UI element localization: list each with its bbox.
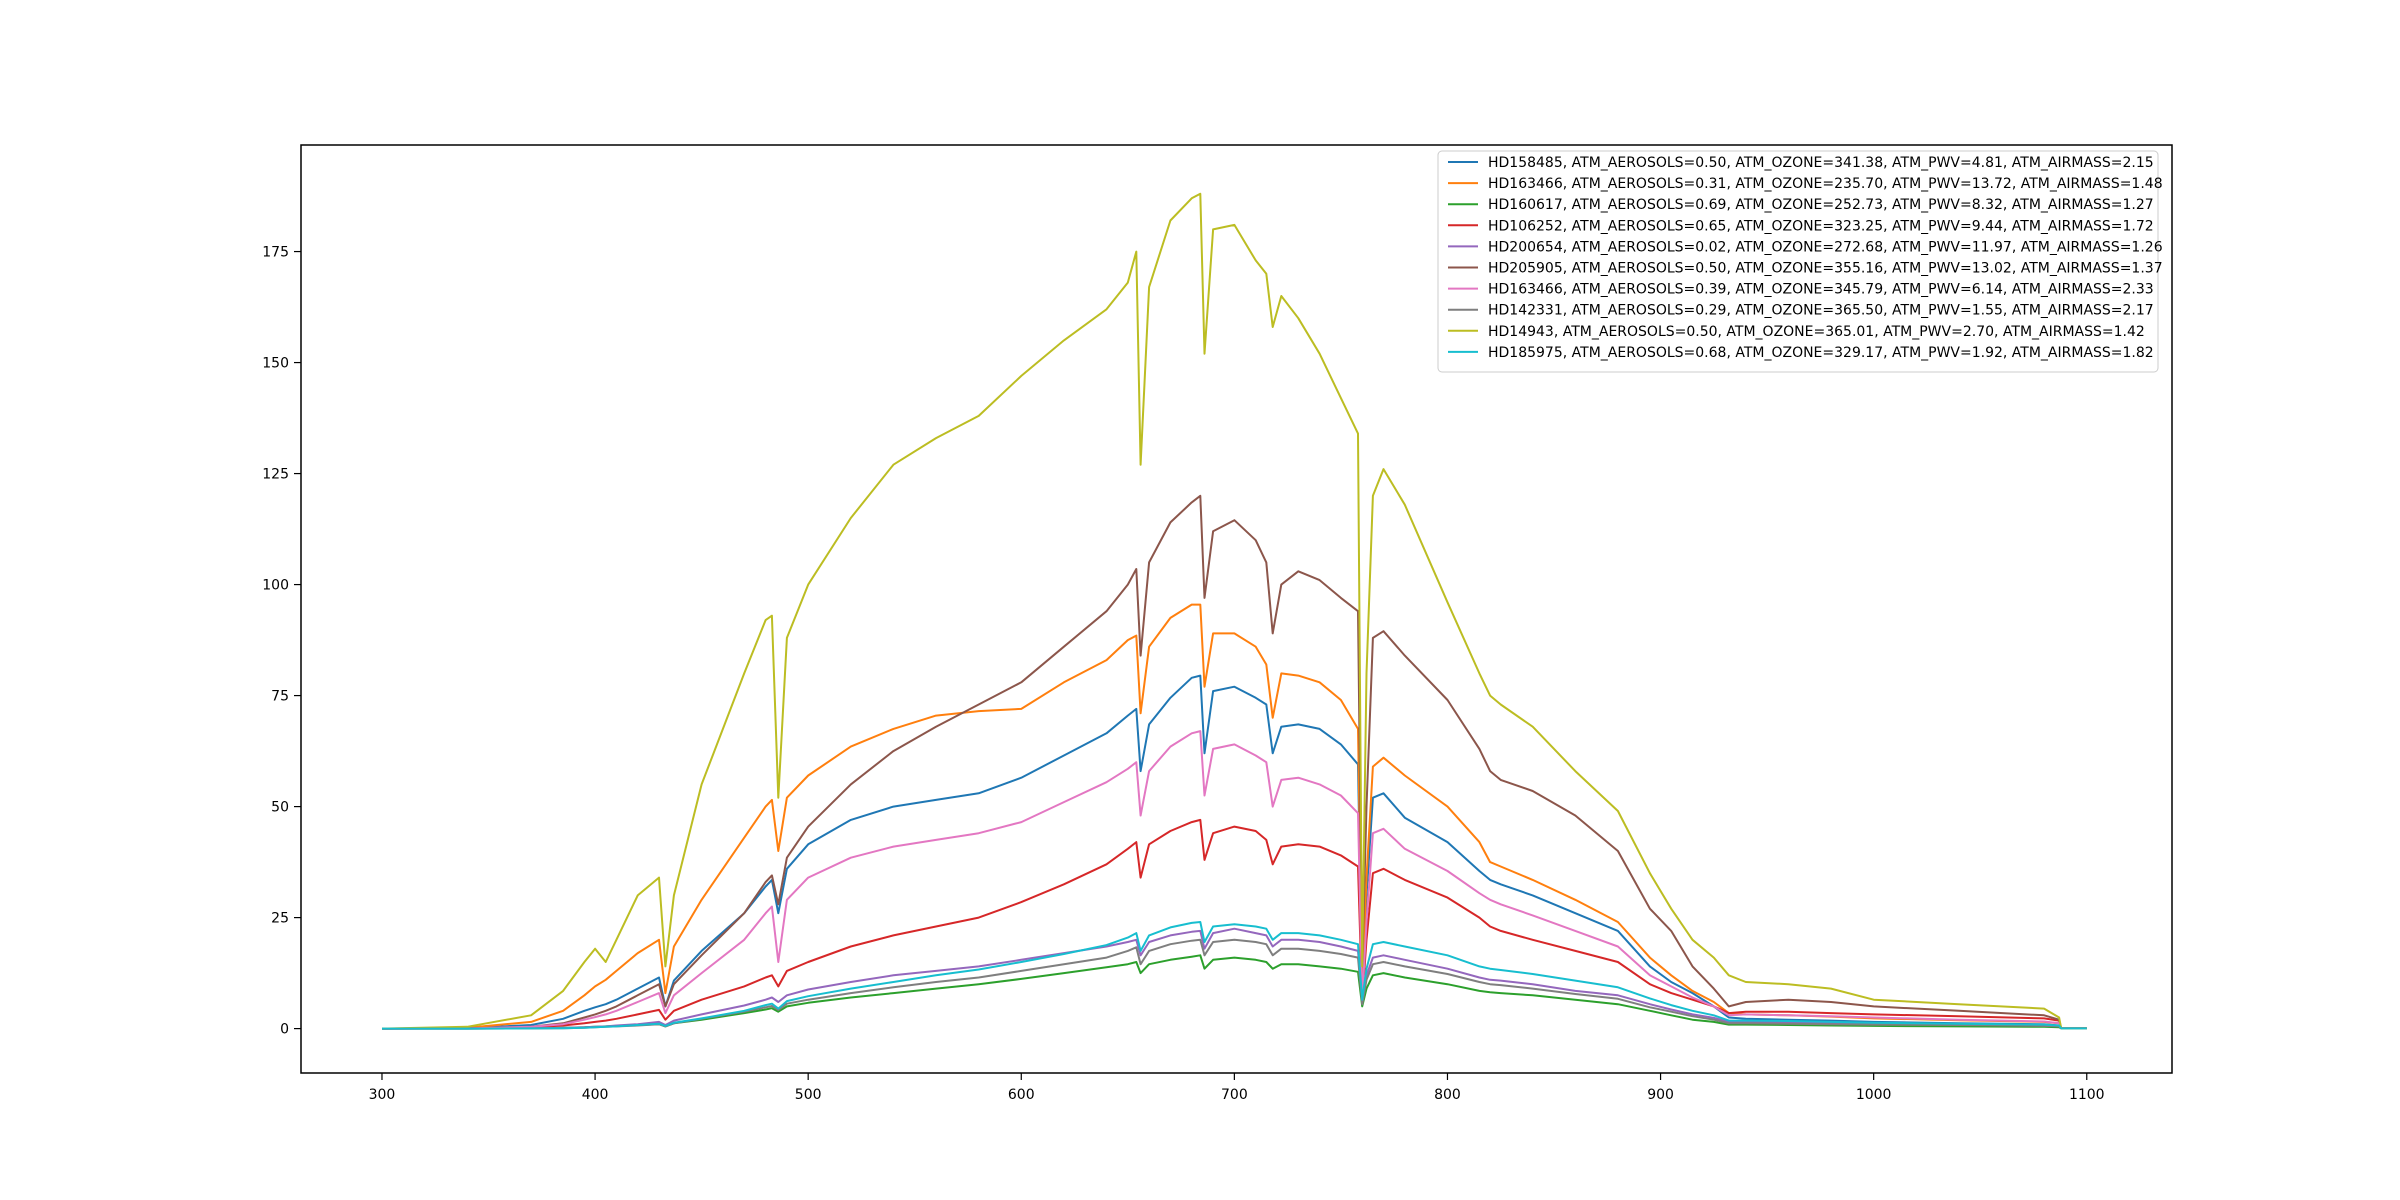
legend-label: HD106252, ATM_AEROSOLS=0.65, ATM_OZONE=3… (1488, 218, 2154, 234)
series-line-8 (381, 192, 2087, 1030)
x-tick-label: 500 (795, 1087, 822, 1103)
series-line-9 (382, 921, 2087, 1030)
legend-label: HD185975, ATM_AEROSOLS=0.68, ATM_OZONE=3… (1488, 345, 2154, 361)
legend-label: HD142331, ATM_AEROSOLS=0.29, ATM_OZONE=3… (1488, 303, 2154, 319)
x-axis: 300 400 500 600 700 800 900 1000 1100 (369, 1073, 2105, 1103)
series-line-6 (381, 730, 2087, 1030)
x-tick-label: 300 (369, 1087, 396, 1103)
series-line-2 (382, 954, 2087, 1030)
y-tick-label: 75 (271, 689, 289, 705)
y-tick-label: 150 (262, 356, 289, 372)
x-tick-label: 1100 (2069, 1087, 2105, 1103)
legend-label: HD163466, ATM_AEROSOLS=0.31, ATM_OZONE=2… (1488, 176, 2163, 192)
y-tick-label: 125 (262, 467, 289, 483)
plot-frame (300, 144, 2173, 1074)
series-line-5 (381, 494, 2087, 1030)
legend-label: HD200654, ATM_AEROSOLS=0.02, ATM_OZONE=2… (1488, 239, 2163, 255)
series-line-0 (381, 674, 2087, 1030)
x-tick-label: 700 (1221, 1087, 1248, 1103)
y-tick-label: 100 (262, 578, 289, 594)
y-tick-label: 175 (262, 245, 289, 261)
legend-box (1437, 150, 2159, 373)
legend-label: HD14943, ATM_AEROSOLS=0.50, ATM_OZONE=36… (1488, 324, 2145, 340)
x-tick-label: 600 (1008, 1087, 1035, 1103)
y-tick-label: 0 (280, 1022, 289, 1038)
series-layer (381, 192, 2087, 1030)
x-tick-label: 800 (1434, 1087, 1461, 1103)
y-axis: 0 25 50 75 100 125 150 175 (262, 245, 301, 1038)
x-tick-label: 400 (582, 1087, 609, 1103)
series-line-1 (381, 603, 2087, 1030)
legend-label: HD158485, ATM_AEROSOLS=0.50, ATM_OZONE=3… (1488, 155, 2154, 171)
series-line-4 (382, 927, 2087, 1030)
y-tick-label: 50 (271, 800, 289, 816)
legend-label: HD163466, ATM_AEROSOLS=0.39, ATM_OZONE=3… (1488, 282, 2154, 298)
y-tick-label: 25 (271, 911, 289, 927)
x-tick-label: 1000 (1856, 1087, 1892, 1103)
legend-label: HD160617, ATM_AEROSOLS=0.69, ATM_OZONE=2… (1488, 197, 2154, 213)
x-tick-label: 900 (1647, 1087, 1674, 1103)
legend: HD158485, ATM_AEROSOLS=0.50, ATM_OZONE=3… (1437, 150, 2163, 373)
series-line-3 (381, 818, 2087, 1030)
legend-label: HD205905, ATM_AEROSOLS=0.50, ATM_OZONE=3… (1488, 261, 2163, 277)
